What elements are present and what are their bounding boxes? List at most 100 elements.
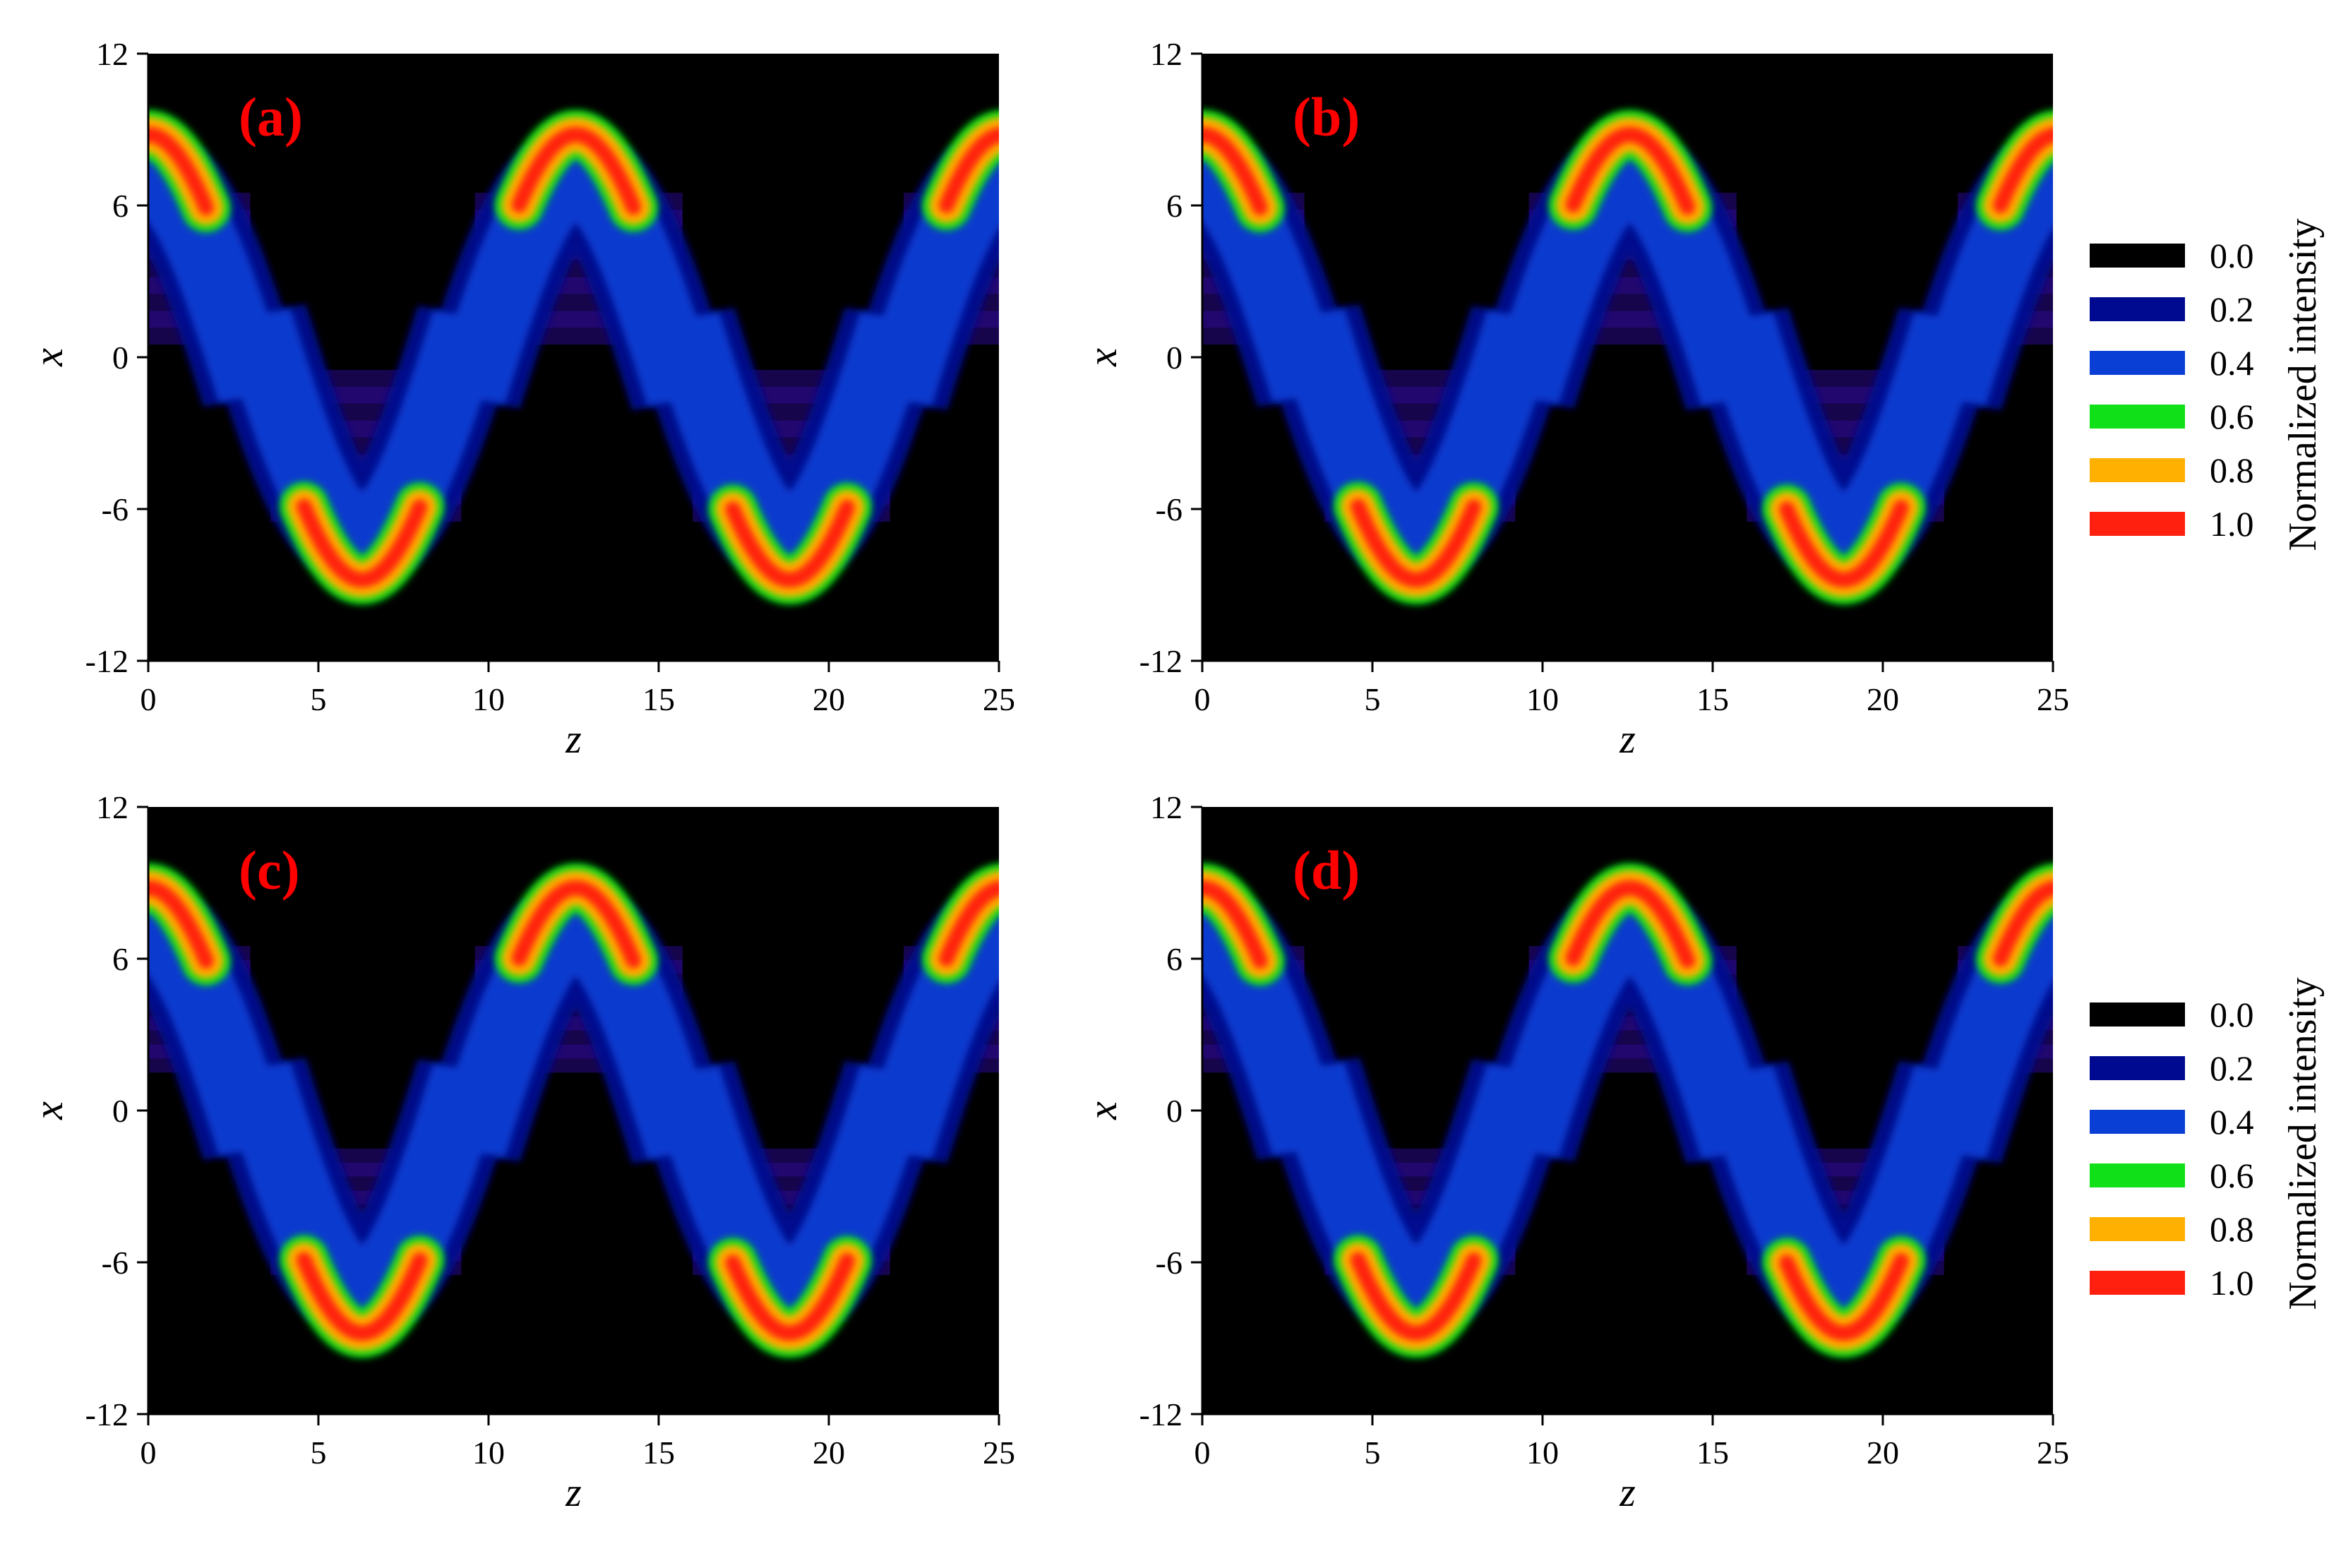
colorbar-label: 0.2 [2210,289,2254,329]
y-tick-label: -12 [1139,1396,1183,1432]
y-axis-label: x [1079,1101,1125,1120]
beam-outer [1202,896,2053,1325]
y-tick-label: 0 [112,1093,128,1129]
colorbar-swatch [2090,512,2185,536]
intensity-field [148,109,999,605]
beam-outer [148,143,999,572]
colorbar-legend-2: 0.0 0.2 0.4 0.6 0.8 1.0 Normalized intensity [2090,977,2325,1310]
x-tick-label: 25 [983,681,1015,717]
heatmap-panel-b: 0 5 10 15 20 25 12 6 0 -6 -12 z x (b) [1079,36,2069,762]
beam-trajectory [148,863,999,1358]
colorbar-label: 1.0 [2210,1263,2254,1303]
x-tick-label: 0 [1195,681,1211,717]
colorbar-swatch [2090,1056,2185,1080]
panel-label: (c) [239,839,300,901]
colorbar-legend-1: 0.0 0.2 0.4 0.6 0.8 1.0 Normalized intensity [2090,218,2325,551]
y-tick-label: -12 [85,643,128,679]
y-tick-label: 6 [112,941,128,977]
y-axis-label: x [1079,348,1125,367]
y-tick-label: 6 [1166,188,1183,224]
intensity-field [1202,109,2053,605]
x-tick-label: 20 [813,681,845,717]
x-tick-label: 25 [983,1435,1015,1471]
x-tick-label: 0 [140,681,157,717]
colorbar-swatch [2090,1271,2185,1295]
y-tick-label: -6 [1156,1245,1183,1281]
y-tick-label: 0 [1166,1093,1183,1129]
colorbar-label: 0.8 [2210,1209,2254,1249]
colorbar-swatch [2090,1003,2185,1027]
y-tick-label: -12 [85,1396,128,1432]
x-axis-label: z [1619,1469,1636,1515]
colorbar-swatch [2090,244,2185,268]
y-tick-label: 0 [1166,340,1183,376]
x-tick-label: 5 [311,681,327,717]
x-axis-label: z [1619,716,1636,762]
y-tick-label: 0 [112,340,128,376]
y-tick-label: -6 [102,1245,128,1281]
x-tick-label: 25 [2037,681,2069,717]
colorbar-swatch [2090,458,2185,482]
colorbar-label: 0.2 [2210,1048,2254,1088]
x-tick-label: 5 [311,1435,327,1471]
panel-label: (b) [1293,86,1360,148]
y-tick-label: 6 [112,188,128,224]
colorbar-label: 0.6 [2210,1156,2254,1195]
heatmap-panel-c: 0 5 10 15 20 25 12 6 0 -6 -12 z x (c) [25,789,1015,1515]
x-tick-label: 15 [1696,1435,1729,1471]
y-tick-label: 12 [1150,789,1183,825]
x-tick-label: 5 [1365,681,1381,717]
colorbar-title: Normalized intensity [2281,977,2325,1310]
colorbar-label: 0.4 [2210,343,2254,383]
colorbar-label: 0.8 [2210,450,2254,490]
beam-outer [148,896,999,1325]
x-tick-label: 10 [1526,1435,1559,1471]
beam-red [1202,126,2053,588]
colorbar-swatch [2090,1110,2185,1134]
colorbar-label: 0.0 [2210,236,2254,275]
x-tick-label: 20 [813,1435,845,1471]
y-tick-label: 12 [96,789,128,825]
colorbar-swatch [2090,351,2185,375]
colorbar-swatch [2090,297,2185,321]
beam-outer [1202,143,2053,572]
colorbar-swatch [2090,1217,2185,1241]
y-tick-label: -12 [1139,643,1183,679]
heatmap-panel-d: 0 5 10 15 20 25 12 6 0 -6 -12 z x (d) [1079,789,2069,1515]
x-tick-label: 15 [642,681,675,717]
y-tick-label: 6 [1166,941,1183,977]
y-tick-label: -6 [1156,491,1183,527]
x-tick-label: 15 [1696,681,1729,717]
x-tick-label: 0 [140,1435,157,1471]
panel-label: (d) [1293,839,1360,901]
x-tick-label: 20 [1867,1435,1899,1471]
panel-label: (a) [239,86,303,148]
x-axis-label: z [565,716,582,762]
x-tick-label: 25 [2037,1435,2069,1471]
beam-trajectory [148,109,999,605]
x-tick-label: 10 [1526,681,1559,717]
colorbar-label: 0.4 [2210,1102,2254,1142]
y-axis-label: x [25,1101,71,1120]
x-tick-label: 15 [642,1435,675,1471]
x-tick-label: 0 [1195,1435,1211,1471]
colorbar-swatch [2090,1163,2185,1187]
y-tick-label: 12 [96,36,128,72]
intensity-field [1202,863,2053,1358]
beam-trajectory [1202,109,2053,605]
x-tick-label: 10 [472,681,505,717]
colorbar-label: 0.0 [2210,995,2254,1034]
x-tick-label: 10 [472,1435,505,1471]
x-tick-label: 5 [1365,1435,1381,1471]
heatmap-panel-a: 0 5 10 15 20 25 12 6 0 -6 -12 z x (a) [25,36,1015,762]
beam-trajectory [1202,863,2053,1358]
beam-red [148,126,999,588]
y-tick-label: 12 [1150,36,1183,72]
x-tick-label: 20 [1867,681,1899,717]
beam-red [1202,880,2053,1341]
x-axis-label: z [565,1469,582,1515]
colorbar-label: 0.6 [2210,397,2254,436]
y-axis-label: x [25,348,71,367]
colorbar-swatch [2090,405,2185,429]
intensity-field [148,863,999,1358]
